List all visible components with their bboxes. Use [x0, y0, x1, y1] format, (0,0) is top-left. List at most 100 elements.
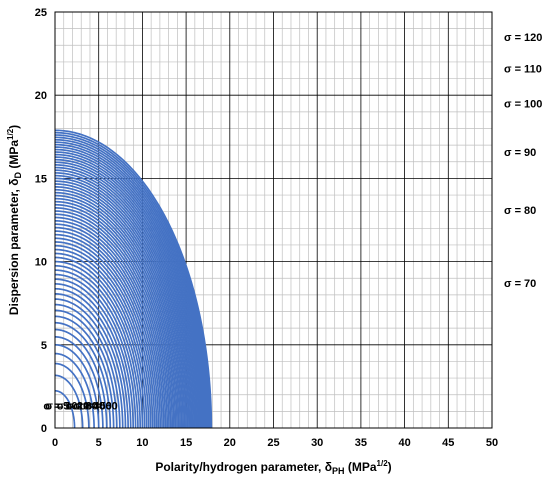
sigma-label-right: σ = 100 — [504, 99, 542, 111]
sigma-curve-70 — [55, 287, 129, 428]
x-tick-label: 20 — [224, 437, 236, 449]
y-tick-label: 15 — [35, 173, 47, 185]
x-tick-label: 40 — [398, 437, 410, 449]
sigma-curve-265 — [55, 156, 199, 428]
sigma-curve-240 — [55, 169, 192, 428]
sigma-label-right: σ = 80 — [504, 205, 536, 217]
sigma-curve-210 — [55, 186, 183, 428]
sigma-curve-205 — [55, 188, 181, 428]
sigma-curve-180 — [55, 203, 174, 428]
sigma-curve-35 — [55, 328, 108, 428]
sigma-curve-95 — [55, 264, 142, 428]
sigma-curve-160 — [55, 216, 167, 428]
sigma-curve-60 — [55, 298, 124, 428]
sigma-curve-20 — [55, 352, 95, 428]
sigma-curve-165 — [55, 213, 169, 428]
sigma-curve-170 — [55, 210, 170, 428]
sigma-curve-110 — [55, 252, 148, 428]
sigma-curve-65 — [55, 292, 127, 428]
sigma-curve-315 — [55, 131, 211, 428]
sigma-curve-140 — [55, 230, 160, 428]
sigma-curve-45 — [55, 315, 115, 428]
sigma-curve-320 — [55, 129, 213, 428]
sigma-curve-190 — [55, 197, 177, 428]
x-tick-label: 25 — [267, 437, 279, 449]
sigma-curve-145 — [55, 226, 162, 428]
sigma-curve-5 — [55, 389, 76, 428]
sigma-curve-250 — [55, 164, 195, 428]
sigma-curve-105 — [55, 256, 146, 428]
x-tick-label: 15 — [180, 437, 192, 449]
sigma-curve-130 — [55, 237, 156, 428]
x-tick-labels: 0 5 10 15 20 25 30 35 40 45 50 — [52, 437, 498, 449]
axes — [54, 11, 493, 429]
sigma-curve-225 — [55, 177, 187, 428]
plot-frame — [54, 11, 493, 429]
sigma-label-bottom: σ = 40 — [73, 401, 105, 413]
y-tick-label: 10 — [35, 257, 47, 269]
y-tick-label: 0 — [41, 423, 47, 435]
sigma-curve-200 — [55, 191, 180, 428]
sigma-curve-195 — [55, 194, 178, 428]
sigma-curve-310 — [55, 134, 210, 428]
sigma-curve-275 — [55, 151, 201, 428]
sigma-curve-30 — [55, 336, 104, 428]
sigma-curve-285 — [55, 146, 204, 428]
sigma-curve-295 — [55, 141, 206, 428]
y-axis-title: Dispersion parameter, δD (MPa1/2) — [6, 125, 23, 315]
sigma-curve-90 — [55, 269, 139, 428]
sigma-curve-40 — [55, 321, 112, 428]
sigma-curve-150 — [55, 223, 163, 428]
y-tick-label: 20 — [35, 90, 47, 102]
x-axis-title: Polarity/hydrogen parameter, δPH (MPa1/2… — [155, 459, 391, 476]
sigma-label-right: σ = 120 — [504, 32, 542, 44]
sigma-curves — [55, 129, 213, 428]
sigma-curve-15 — [55, 362, 90, 428]
sigma-curve-220 — [55, 180, 186, 428]
sigma-curve-305 — [55, 136, 209, 428]
sigma-curve-230 — [55, 174, 189, 428]
x-tick-label: 45 — [442, 437, 454, 449]
sigma-curve-10 — [55, 374, 84, 428]
sigma-label-bottom: σ = 20 — [57, 401, 89, 413]
sigma-label-bottom: σ = 30 — [66, 401, 98, 413]
y-tick-labels: 0 5 10 15 20 25 — [35, 7, 47, 435]
sigma-label-bottom: σ = 10 — [45, 401, 77, 413]
sigma-curve-290 — [55, 143, 205, 428]
y-tick-label: 25 — [35, 7, 47, 19]
x-tick-label: 50 — [486, 437, 498, 449]
x-tick-label: 0 — [52, 437, 58, 449]
sigma-curve-135 — [55, 233, 158, 428]
sigma-curve-245 — [55, 166, 193, 428]
sigma-curve-115 — [55, 248, 150, 428]
sigma-curve-55 — [55, 303, 121, 428]
sigma-label-right: σ = 90 — [504, 147, 536, 159]
sigma-curve-25 — [55, 343, 100, 428]
sigma-curve-215 — [55, 183, 184, 428]
x-tick-label: 10 — [136, 437, 148, 449]
sigma-curve-85 — [55, 273, 137, 428]
sigma-curve-50 — [55, 309, 118, 428]
y-tick-label: 5 — [41, 340, 47, 352]
sigma-curve-175 — [55, 207, 172, 428]
sigma-curve-255 — [55, 161, 196, 428]
sigma-curve-155 — [55, 219, 165, 428]
sigma-curve-260 — [55, 158, 197, 428]
sigma-curve-100 — [55, 260, 144, 428]
sigma-curve-120 — [55, 244, 152, 428]
x-tick-label: 30 — [311, 437, 323, 449]
sigma-label-bottom: σ = 60 — [85, 401, 117, 413]
sigma-curve-300 — [55, 138, 208, 428]
sigma-label-right: σ = 110 — [504, 64, 542, 76]
sigma-label-bottom: σ = 50 — [80, 401, 112, 413]
sigma-label-bottom: σ = 5 — [43, 401, 69, 413]
sigma-curve-75 — [55, 283, 132, 428]
sigma-curve-270 — [55, 153, 200, 428]
x-tick-label: 5 — [96, 437, 102, 449]
sigma-labels: σ = 5σ = 10σ = 20σ = 30σ = 40σ = 50σ = 6… — [43, 32, 542, 413]
sigma-curve-80 — [55, 278, 135, 428]
sigma-curve-125 — [55, 241, 154, 428]
sigma-curve-185 — [55, 200, 175, 428]
